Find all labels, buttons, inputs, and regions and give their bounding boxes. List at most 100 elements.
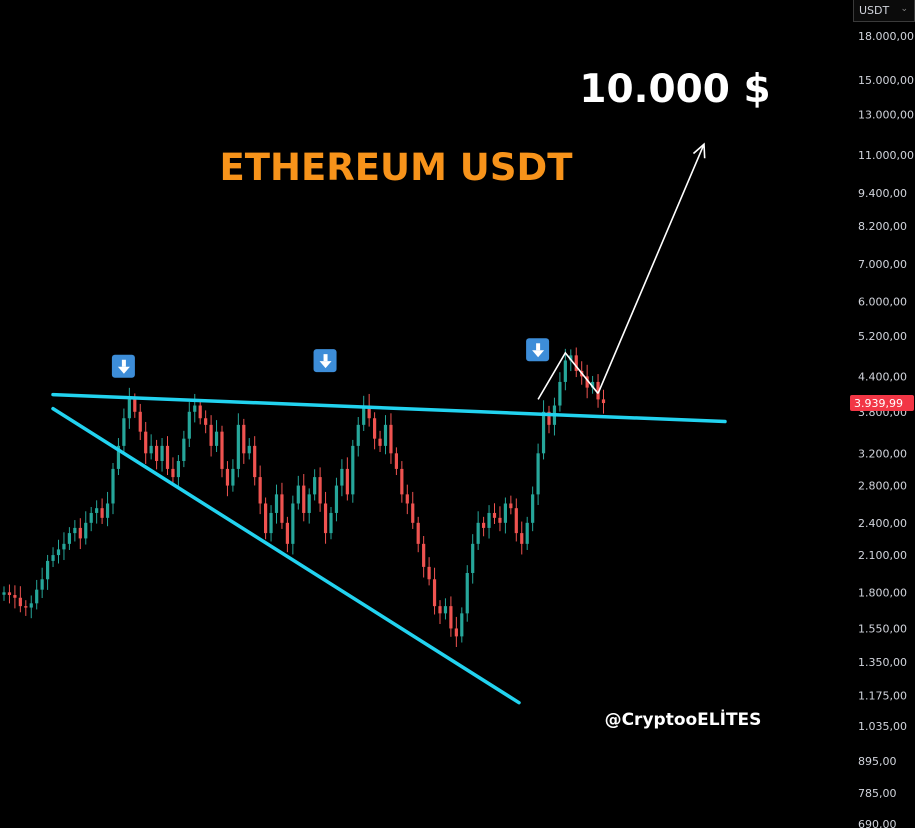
- candle-body: [531, 494, 535, 523]
- candle-body: [394, 453, 398, 469]
- candle-body: [95, 508, 99, 513]
- candle-body: [574, 355, 578, 371]
- candle-body: [378, 438, 382, 446]
- candle-body: [596, 381, 600, 400]
- currency-select[interactable]: USDT ⌄: [853, 0, 915, 22]
- candle-body: [18, 597, 22, 607]
- candle-body: [383, 424, 388, 446]
- target-arrow: [537, 142, 706, 400]
- candle-body: [13, 595, 17, 598]
- candle-body: [176, 460, 180, 478]
- candle-body: [258, 477, 262, 504]
- candle-body: [432, 579, 437, 607]
- candle-body: [536, 453, 540, 495]
- candle-body: [334, 485, 339, 513]
- candle-body: [362, 405, 366, 425]
- y-tick-label: 1.550,00: [858, 622, 907, 635]
- candle-body: [231, 468, 235, 486]
- candles: [2, 347, 606, 648]
- candle-body: [465, 572, 469, 614]
- y-tick-label: 1.175,00: [858, 689, 907, 702]
- candle-body: [100, 508, 104, 518]
- candle-body: [476, 522, 480, 544]
- candle-body: [51, 555, 55, 561]
- candle-body: [411, 503, 415, 523]
- candle-body: [46, 560, 50, 580]
- author-handle: @CryptooELİTES: [605, 708, 762, 730]
- resistance-trendline: [51, 392, 727, 424]
- candle-body: [285, 522, 289, 544]
- candle-body: [520, 533, 524, 544]
- y-tick-label: 690,00: [858, 818, 897, 828]
- candle-body: [253, 445, 257, 478]
- candle-body: [209, 424, 213, 446]
- chart-title: ETHEREUM USDT: [220, 146, 574, 189]
- target-arrow-head: [692, 142, 706, 159]
- arrow-down-icon: [526, 338, 550, 362]
- trendlines: [51, 392, 727, 705]
- y-tick-label: 13.000,00: [858, 109, 914, 122]
- candle-body: [264, 503, 268, 534]
- candle-body: [84, 522, 88, 539]
- candle-body: [89, 512, 93, 523]
- candle-body: [492, 512, 497, 518]
- y-tick-label: 7.000,00: [858, 258, 907, 271]
- candle-body: [443, 606, 448, 614]
- candle-body: [160, 445, 164, 461]
- currency-select-value: USDT: [859, 4, 890, 17]
- candle-body: [149, 445, 153, 454]
- price-axis[interactable]: 18.000,00 15.000,00 13.000,00 11.000,00 9.40…: [858, 30, 914, 828]
- y-tick-label: 785,00: [858, 787, 897, 800]
- candle-body: [427, 566, 431, 580]
- current-price-tag: 3.939,99: [850, 395, 914, 412]
- candle-body: [182, 438, 186, 461]
- candle-body: [220, 431, 224, 469]
- candle-body: [563, 360, 567, 382]
- candle-body: [482, 522, 486, 528]
- candle-body: [503, 503, 507, 523]
- candle-body: [280, 494, 284, 523]
- candle-body: [40, 579, 44, 590]
- candle-body: [558, 381, 562, 406]
- y-tick-label: 895,00: [858, 755, 897, 768]
- candle-body: [187, 411, 191, 439]
- y-tick-label: 9.400,00: [858, 187, 907, 200]
- chevron-down-icon: ⌄: [900, 4, 908, 14]
- candle-body: [171, 468, 175, 478]
- target-price-label: 10.000 $: [579, 67, 770, 112]
- candle-body: [127, 399, 131, 419]
- candle-body: [2, 592, 6, 595]
- candle-body: [67, 533, 71, 544]
- peak-zigzag: [537, 351, 599, 400]
- candle-body: [155, 445, 159, 461]
- candle-body: [454, 628, 458, 637]
- candle-body: [585, 376, 589, 388]
- y-tick-label: 1.800,00: [858, 586, 907, 599]
- candle-body: [389, 424, 393, 454]
- candle-body: [193, 405, 197, 412]
- y-tick-label: 18.000,00: [858, 30, 914, 43]
- candle-body: [449, 606, 453, 629]
- y-tick-label: 5.200,00: [858, 330, 907, 343]
- y-tick-label: 11.000,00: [858, 149, 914, 162]
- candle-body: [144, 431, 148, 454]
- y-tick-label: 6.000,00: [858, 295, 907, 308]
- candle-body: [78, 527, 82, 539]
- target-arrow-line: [597, 143, 705, 394]
- candle-body: [373, 418, 377, 439]
- candle-body: [541, 411, 546, 454]
- candle-body: [111, 468, 115, 504]
- candle-body: [7, 592, 12, 596]
- candle-body: [313, 477, 317, 495]
- current-price-label: 3.939,99: [854, 397, 903, 410]
- candle-body: [133, 399, 137, 412]
- candle-body: [471, 543, 475, 573]
- y-tick-label: 1.350,00: [858, 656, 907, 669]
- y-tick-label: 1.035,00: [858, 720, 907, 733]
- candle-body: [547, 411, 551, 425]
- candle-body: [591, 381, 595, 388]
- candle-body: [73, 527, 77, 534]
- candle-body: [329, 512, 333, 534]
- candle-body: [105, 503, 110, 518]
